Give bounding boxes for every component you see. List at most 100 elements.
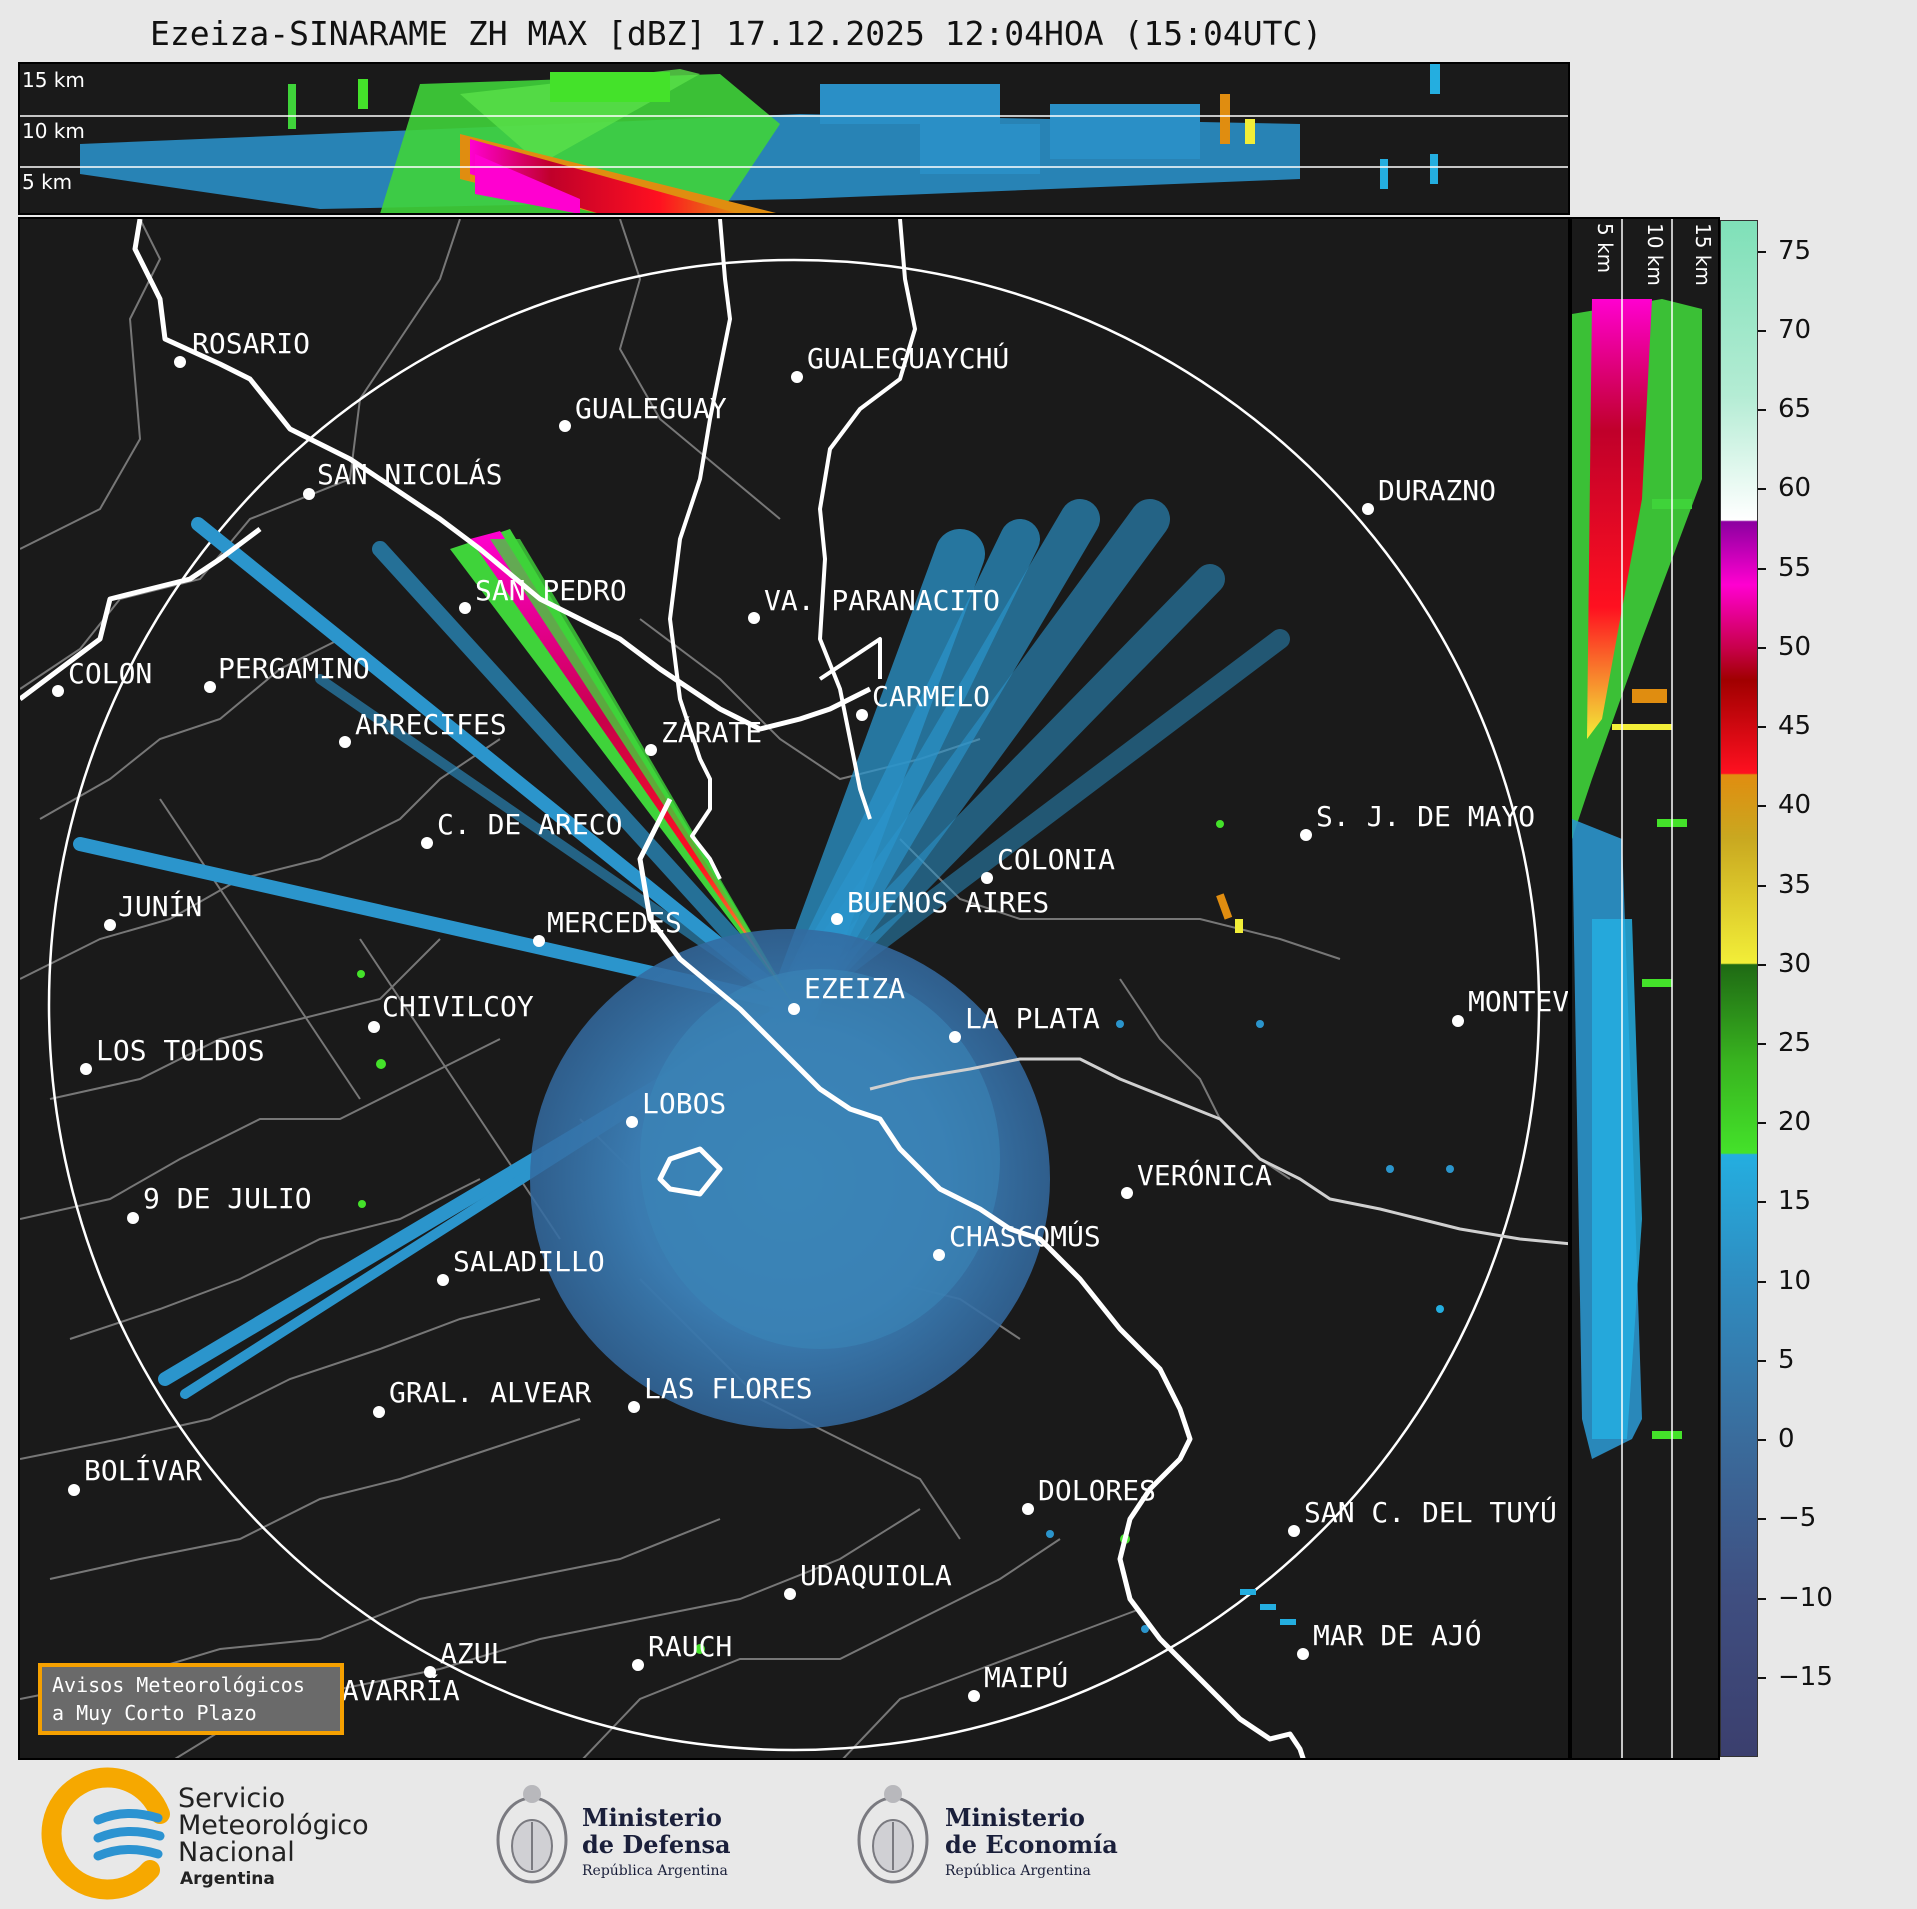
colorbar-tick: [1758, 884, 1766, 887]
colorbar-tick-label: 5: [1778, 1344, 1795, 1375]
city-label: COLONIA: [997, 843, 1116, 876]
city-label: EZEIZA: [804, 972, 906, 1005]
avisos-link-box[interactable]: Avisos Meteorológicos a Muy Corto Plazo: [38, 1663, 344, 1735]
colorbar-tick-label: 70: [1778, 314, 1812, 345]
city-label: MONTEVIDEO: [1468, 985, 1570, 1018]
city-marker: [791, 371, 803, 383]
city-label: CHIVILCOY: [382, 990, 534, 1023]
city-label: BOLÍVAR: [84, 1454, 203, 1487]
city-label: VERÓNICA: [1137, 1159, 1272, 1192]
smn-line-3: Nacional: [178, 1837, 295, 1868]
city-marker: [788, 1003, 800, 1015]
colorbar-tick-label: 20: [1778, 1107, 1812, 1138]
colorbar-tick: [1758, 329, 1766, 332]
city-marker: [784, 1588, 796, 1600]
economia-seal-icon: [857, 1785, 929, 1884]
city-label: ROSARIO: [192, 327, 311, 360]
city-label: GRAL. ALVEAR: [389, 1376, 592, 1409]
height-label-15km: 15 km: [1691, 223, 1715, 286]
colorbar-tick-label: 30: [1778, 948, 1812, 979]
city-marker: [421, 837, 433, 849]
city-label: GUALEGUAY: [575, 392, 727, 425]
city-marker: [748, 612, 760, 624]
city-marker: [856, 709, 868, 721]
colorbar-tick: [1758, 488, 1766, 491]
colorbar-tick: [1758, 963, 1766, 966]
city-marker: [949, 1031, 961, 1043]
colorbar-tick-label: 0: [1778, 1424, 1795, 1455]
colorbar-tick: [1758, 1359, 1766, 1362]
city-marker: [831, 913, 843, 925]
height-label-10km: 10 km: [1643, 223, 1667, 286]
colorbar-tick: [1758, 1122, 1766, 1125]
city-label: MAR DE AJÓ: [1313, 1619, 1482, 1652]
defensa-seal-icon: [496, 1785, 568, 1884]
city-marker: [104, 919, 116, 931]
city-marker: [80, 1063, 92, 1075]
city-label: MERCEDES: [547, 906, 682, 939]
defensa-line-1: Ministerio: [582, 1803, 722, 1832]
city-marker: [303, 488, 315, 500]
economia-line-1: Ministerio: [945, 1803, 1085, 1832]
city-marker: [1452, 1015, 1464, 1027]
colorbar-tick: [1758, 250, 1766, 253]
city-marker: [68, 1484, 80, 1496]
defensa-logo-text: Ministerio de Defensa República Argentin…: [582, 1804, 731, 1885]
city-marker: [373, 1406, 385, 1418]
colorbar-tick: [1758, 1597, 1766, 1600]
height-label-10km: 10 km: [22, 119, 85, 143]
city-label: C. DE ARECO: [437, 808, 623, 841]
city-marker: [1121, 1187, 1133, 1199]
city-marker: [981, 872, 993, 884]
city-label: SAN NICOLÁS: [317, 458, 503, 491]
convective-band-green: [450, 529, 794, 1005]
city-label: ARRECIFES: [355, 708, 507, 741]
colorbar-tick: [1758, 409, 1766, 412]
defensa-line-2: de Defensa: [582, 1830, 731, 1859]
colorbar-tick-label: −10: [1778, 1582, 1833, 1613]
chart-title: Ezeiza-SINARAME ZH MAX [dBZ] 17.12.2025 …: [150, 14, 1323, 53]
city-label: CHASCOMÚS: [949, 1220, 1101, 1253]
colorbar-tick: [1758, 1042, 1766, 1045]
city-label: JUNÍN: [118, 890, 203, 923]
city-marker: [174, 356, 186, 368]
city-marker: [1022, 1503, 1034, 1515]
colorbar-tick: [1758, 1676, 1766, 1679]
city-label: AZUL: [440, 1637, 508, 1670]
city-marker: [1288, 1525, 1300, 1537]
colorbar-tick: [1758, 726, 1766, 729]
city-label: SALADILLO: [453, 1245, 605, 1278]
economia-line-2: de Economía: [945, 1830, 1118, 1859]
city-label: LA PLATA: [965, 1002, 1100, 1035]
city-marker: [968, 1690, 980, 1702]
colorbar-tick-label: −5: [1778, 1503, 1817, 1534]
defensa-line-3: República Argentina: [582, 1863, 728, 1879]
radar-echo-beams: [73, 499, 1290, 1399]
reflectivity-colorbar: [1720, 220, 1758, 1757]
city-label: GUALEGUAYCHÚ: [807, 342, 1010, 375]
city-label: 9 DE JULIO: [143, 1182, 312, 1215]
city-marker: [424, 1666, 436, 1678]
side-cross-section-panel: 5 km 10 km 15 km: [1570, 217, 1720, 1760]
smn-line-1: Servicio: [178, 1783, 286, 1814]
city-label: SAN PEDRO: [475, 574, 627, 607]
colorbar-tick-label: 50: [1778, 631, 1812, 662]
colorbar-tick-label: 15: [1778, 1186, 1812, 1217]
city-label: UDAQUIOLA: [800, 1559, 952, 1592]
economia-logo-text: Ministerio de Economía República Argenti…: [945, 1804, 1118, 1885]
radar-map-panel: ROSARIO GUALEGUAYCHÚ GUALEGUAY SAN NICOLÁS D…: [18, 217, 1570, 1760]
city-marker: [459, 602, 471, 614]
economia-line-3: República Argentina: [945, 1863, 1091, 1879]
city-marker: [204, 681, 216, 693]
coastline-rivers: [20, 219, 1568, 1758]
colorbar-tick: [1758, 567, 1766, 570]
smn-logo-icon: [41, 1767, 170, 1900]
colorbar-tick-label: 65: [1778, 394, 1812, 425]
avisos-line-1: Avisos Meteorológicos: [52, 1673, 305, 1697]
city-marker: [626, 1116, 638, 1128]
city-marker: [1362, 503, 1374, 515]
colorbar-tick-label: 10: [1778, 1265, 1812, 1296]
city-marker: [1297, 1648, 1309, 1660]
smn-logo-text: Servicio Meteorológico Nacional Argentin…: [178, 1785, 369, 1893]
city-label: LAS FLORES: [644, 1372, 813, 1405]
